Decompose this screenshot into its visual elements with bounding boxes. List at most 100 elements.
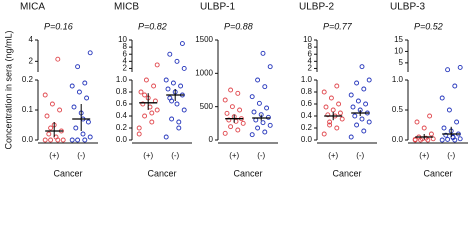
data-point	[80, 131, 86, 137]
data-point	[255, 77, 261, 83]
data-point	[427, 113, 433, 119]
data-point	[334, 83, 340, 89]
data-point	[174, 58, 180, 64]
y-tick-label: 15	[394, 35, 403, 44]
data-point	[328, 95, 334, 101]
data-point	[71, 104, 77, 110]
y-tick-label: 6	[308, 49, 313, 58]
p-value: P=0.82	[138, 21, 167, 31]
x-tick-label: (+)	[49, 151, 59, 160]
y-tick-label: 0	[209, 135, 214, 144]
y-tick-label: 0.1	[22, 105, 34, 114]
y-tick-label: 0.6	[116, 99, 128, 108]
data-point	[359, 116, 365, 122]
data-point	[443, 132, 449, 138]
y-tick-label: 0.4	[301, 111, 313, 120]
y-tick-label: 4	[123, 56, 128, 65]
x-tick-label: (-)	[257, 151, 265, 160]
data-point	[354, 122, 360, 128]
y-tick-label: 4	[29, 35, 34, 44]
data-point	[55, 56, 61, 62]
x-tick-label: (-)	[171, 151, 179, 160]
data-point	[330, 107, 336, 113]
data-point	[84, 95, 90, 101]
data-point	[235, 127, 241, 133]
p-value: P=0.88	[224, 21, 253, 31]
y-tick-label: 8	[123, 42, 128, 51]
data-point	[414, 119, 420, 125]
y-tick-label: 0.0	[301, 135, 313, 144]
data-point	[267, 122, 273, 128]
data-point	[46, 131, 52, 137]
y-tick-label: 0.8	[301, 87, 313, 96]
data-point	[235, 90, 241, 96]
data-point	[178, 83, 184, 89]
data-point	[48, 125, 54, 131]
data-point	[337, 110, 343, 116]
data-point	[69, 137, 75, 143]
y-axis-label: Concentration in sera (ng/mL)	[3, 30, 13, 149]
data-point	[256, 100, 262, 106]
panel-title: MICB	[114, 2, 139, 13]
p-value: P=0.52	[414, 21, 443, 31]
data-point	[334, 125, 340, 131]
y-tick-label: 10	[118, 35, 127, 44]
x-axis-label: Cancer	[147, 168, 176, 178]
y-tick-label: 1.0	[392, 75, 404, 84]
y-tick-label: 1.0	[301, 75, 313, 84]
data-point	[142, 113, 148, 119]
data-point	[421, 125, 427, 131]
y-tick-label: 1.0	[116, 75, 128, 84]
data-point	[170, 80, 176, 86]
data-point	[355, 98, 361, 104]
data-point	[237, 107, 243, 113]
data-point	[325, 112, 331, 118]
x-tick-label: (-)	[356, 151, 364, 160]
data-point	[176, 125, 182, 131]
data-point	[249, 132, 255, 138]
figure: Concentration in sera (ng/mL) MICA P=0.16…	[3, 2, 468, 178]
x-tick-label: (-)	[77, 151, 85, 160]
x-axis-label: Cancer	[332, 168, 361, 178]
panel-title: ULBP-2	[299, 2, 334, 13]
data-point	[149, 110, 155, 116]
data-point	[42, 137, 48, 143]
p-value: P=0.77	[323, 21, 353, 31]
data-point	[454, 119, 460, 125]
data-point	[136, 125, 142, 131]
data-point	[249, 94, 255, 100]
data-point	[336, 101, 342, 107]
data-point	[82, 80, 88, 86]
data-point	[439, 95, 445, 101]
data-point	[167, 51, 173, 57]
y-tick-label: 500	[200, 102, 214, 111]
data-point	[169, 116, 175, 122]
data-point	[228, 124, 234, 130]
data-point	[179, 41, 185, 47]
data-point	[267, 64, 273, 70]
data-point	[75, 64, 81, 70]
x-axis-label: Cancer	[53, 168, 82, 178]
data-point	[75, 137, 81, 143]
data-point	[445, 136, 451, 142]
data-point	[87, 50, 93, 56]
data-point	[57, 107, 63, 113]
data-point	[49, 101, 55, 107]
x-tick-label: (-)	[447, 151, 455, 160]
data-point	[76, 89, 82, 95]
data-point	[140, 101, 146, 107]
data-point	[222, 97, 228, 103]
panel-title: ULBP-3	[390, 2, 425, 13]
data-point	[69, 83, 75, 89]
data-point	[42, 92, 48, 98]
data-point	[352, 113, 358, 119]
panel-title: ULBP-1	[200, 2, 235, 13]
y-tick-label: 1500	[195, 35, 213, 44]
data-point	[60, 137, 66, 143]
y-tick-label: 0.0	[22, 135, 34, 144]
data-point	[366, 77, 372, 83]
y-tick-label: 0.2	[116, 123, 128, 132]
y-tick-label: 6	[123, 49, 128, 58]
data-point	[441, 125, 447, 131]
data-point	[136, 131, 142, 137]
